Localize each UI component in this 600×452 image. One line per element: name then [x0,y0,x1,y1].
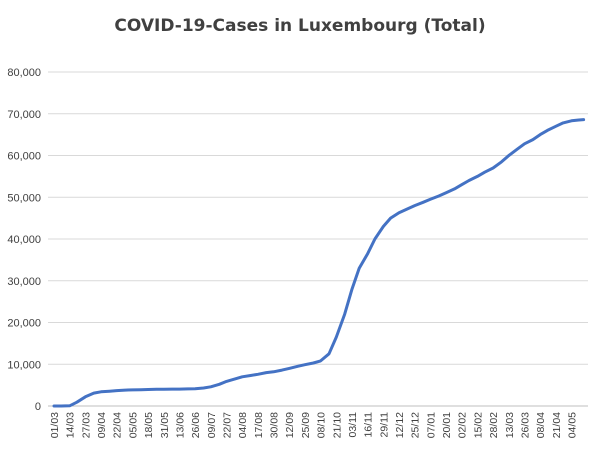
x-tick-label: 08/04 [535,412,547,438]
x-tick-label: 17/08 [253,412,265,438]
y-tick-label: 30,000 [7,276,41,288]
x-tick-label: 12/09 [284,412,296,438]
y-tick-label: 80,000 [7,67,41,79]
x-tick-label: 26/06 [190,412,202,438]
x-tick-label: 04/05 [567,412,579,438]
series-line [52,118,586,408]
x-tick-label: 15/02 [472,412,484,438]
x-tick-label: 22/04 [112,412,124,438]
x-tick-label: 29/11 [378,412,390,438]
x-tick-label: 05/05 [127,412,139,438]
y-tick-label: 10,000 [7,359,41,371]
x-tick-label: 16/11 [363,412,375,438]
x-tick-label: 27/03 [80,412,92,438]
x-tick-label: 25/09 [300,412,312,438]
x-tick-label: 13/06 [174,412,186,438]
x-tick-label: 12/12 [394,412,406,438]
x-tick-label: 07/01 [425,412,437,438]
x-tick-label: 20/01 [441,412,453,438]
y-tick-label: 40,000 [7,234,41,246]
y-tick-label: 20,000 [7,318,41,330]
y-tick-label: 50,000 [7,192,41,204]
chart-title: COVID-19-Cases in Luxembourg (Total) [114,16,486,36]
x-tick-label: 21/10 [331,412,343,438]
x-tick-label: 21/04 [551,412,563,438]
x-tick-label: 02/02 [457,412,469,438]
x-tick-label: 26/03 [519,412,531,438]
x-tick-label: 25/12 [410,412,422,438]
y-tick-label: 70,000 [7,109,41,121]
x-tick-label: 03/11 [347,412,359,438]
x-tick-label: 22/07 [222,412,234,438]
x-tick-label: 28/02 [488,412,500,438]
x-tick-label: 09/07 [206,412,218,438]
x-tick-label: 30/08 [269,412,281,438]
x-tick-label: 18/05 [143,412,155,438]
y-tick-label: 0 [35,401,41,413]
y-tick-label: 60,000 [7,151,41,163]
x-tick-label: 08/10 [316,412,328,438]
x-tick-label: 14/03 [65,412,77,438]
x-tick-label: 31/05 [159,412,171,438]
x-tick-label: 09/04 [96,412,108,438]
x-tick-label: 13/03 [504,412,516,438]
x-tick-label: 04/08 [237,412,249,438]
x-tick-label: 01/03 [49,412,61,438]
